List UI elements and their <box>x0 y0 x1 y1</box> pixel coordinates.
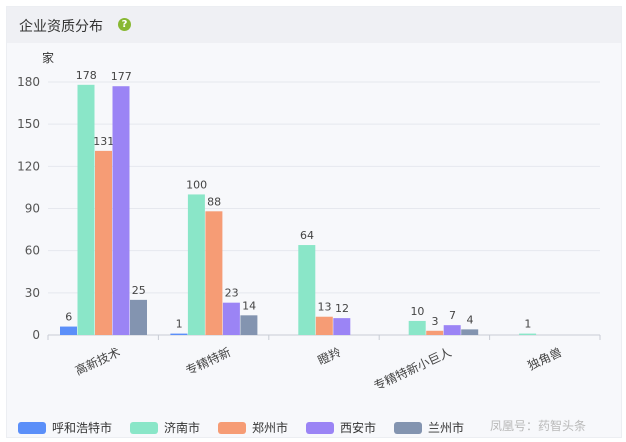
watermark: 凤凰号：药智头条 <box>490 419 587 433</box>
data-label: 14 <box>242 299 256 312</box>
bar <box>298 245 316 335</box>
legend-swatch <box>306 422 334 434</box>
legend-swatch <box>130 422 158 434</box>
y-tick-label: 150 <box>17 117 40 131</box>
data-label: 88 <box>207 195 221 208</box>
panel-header: 企业资质分布 ? <box>7 7 621 43</box>
bar <box>519 333 537 335</box>
legend-label: 济南市 <box>164 421 201 435</box>
data-label: 131 <box>93 135 114 148</box>
data-label: 177 <box>111 70 132 83</box>
bar <box>77 84 95 335</box>
bar <box>205 211 223 335</box>
bar <box>461 329 479 335</box>
data-label: 1 <box>176 318 183 331</box>
legend-label: 西安市 <box>340 421 377 435</box>
panel-title: 企业资质分布 <box>19 19 103 35</box>
y-tick-label: 180 <box>17 75 40 89</box>
data-label: 7 <box>449 309 456 322</box>
legend-swatch <box>394 422 422 434</box>
question-circle-icon[interactable]: ? <box>118 18 131 31</box>
x-tick-label: 专精特新小巨人 <box>371 344 453 393</box>
bar <box>240 315 258 335</box>
bar <box>112 86 130 335</box>
bar <box>408 320 426 335</box>
bar <box>187 194 205 335</box>
data-label: 12 <box>335 302 349 315</box>
data-label: 100 <box>186 178 207 191</box>
data-label: 178 <box>76 69 97 82</box>
data-label: 13 <box>318 301 332 314</box>
data-label: 10 <box>410 305 424 318</box>
x-tick-label: 瞪羚 <box>315 344 343 368</box>
data-label: 64 <box>300 229 314 242</box>
legend-label: 呼和浩特市 <box>52 421 113 435</box>
bar <box>130 299 147 335</box>
legend-label: 兰州市 <box>428 421 465 435</box>
legend-swatch <box>18 422 46 434</box>
bar <box>170 333 188 335</box>
data-label: 6 <box>65 311 72 324</box>
data-label: 23 <box>225 287 239 300</box>
y-tick-label: 120 <box>17 159 40 173</box>
bar <box>443 325 461 335</box>
bar <box>95 150 112 335</box>
x-tick-label: 独角兽 <box>526 345 565 373</box>
y-tick-label: 0 <box>32 328 40 342</box>
y-tick-label: 90 <box>25 202 40 216</box>
data-label: 3 <box>431 315 438 328</box>
x-tick-label: 专精特新 <box>183 344 233 378</box>
bar <box>426 330 444 335</box>
data-label: 1 <box>524 318 531 331</box>
y-axis-label: 家 <box>42 50 54 65</box>
legend-swatch <box>218 422 246 434</box>
bar <box>333 318 351 335</box>
y-tick-label: 60 <box>25 244 40 258</box>
x-tick-label: 高新技术 <box>73 344 123 378</box>
y-tick-label: 30 <box>25 286 40 300</box>
bar <box>60 326 77 335</box>
data-label: 4 <box>466 313 473 326</box>
data-label: 25 <box>132 284 146 297</box>
bar <box>222 302 240 335</box>
legend-label: 郑州市 <box>252 421 289 435</box>
bar <box>315 316 333 335</box>
